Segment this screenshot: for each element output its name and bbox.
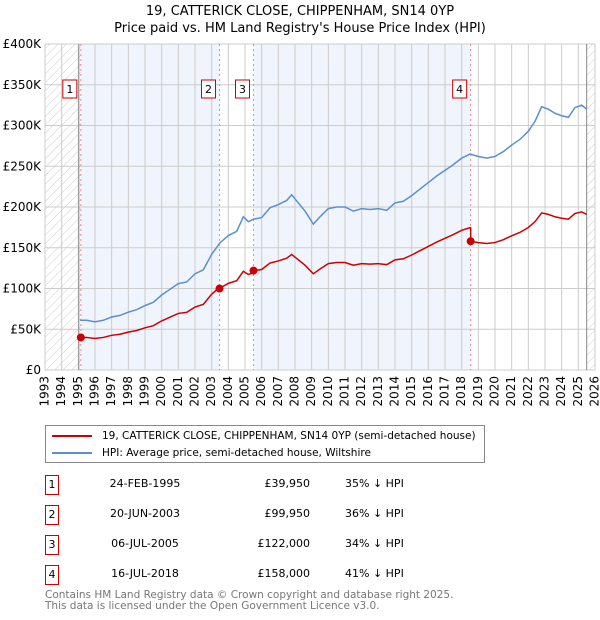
transaction-row: 2 20-JUN-2003 £99,950 36% ↓ HPI [45,505,495,525]
transaction-date: 06-JUL-2005 [111,537,179,550]
transaction-price: £158,000 [257,567,311,580]
y-tick-label: £250K [3,159,43,173]
legend-swatch-blue [52,452,92,454]
y-tick-label: £150K [3,241,43,255]
x-tick-label: 2011 [338,376,352,407]
transaction-marker: 2 [45,505,59,525]
y-tick-label: £0 [26,363,41,377]
transaction-date: 20-JUN-2003 [109,507,181,520]
x-tick-label: 2008 [288,376,302,407]
transaction-price: £122,000 [257,537,311,550]
x-tick-label: 2020 [488,376,502,407]
x-tick-label: 2024 [554,376,568,407]
attribution-line: Contains HM Land Registry data © Crown c… [45,589,454,601]
y-tick-label: £100K [3,282,43,296]
sale-point [249,266,258,275]
x-tick-label: 1994 [54,376,68,407]
legend-item-property: 19, CATTERICK CLOSE, CHIPPENHAM, SN14 0Y… [46,428,476,444]
transaction-date: 16-JUL-2018 [111,567,179,580]
x-tick-label: 2004 [221,376,235,407]
sale-point [76,333,85,342]
sale-point [466,237,475,246]
x-tick-label: 2021 [504,376,518,407]
x-tick-label: 2025 [571,376,585,407]
x-tick-label: 1993 [38,376,52,407]
x-tick-label: 2023 [538,376,552,407]
legend-swatch-red [52,435,92,437]
x-tick-label: 1996 [88,376,102,407]
x-tick-label: 1997 [104,376,118,407]
x-tick-label: 2022 [521,376,535,407]
y-tick-label: £300K [3,119,43,133]
x-tick-label: 2015 [404,376,418,407]
y-tick-label: £50K [10,322,42,336]
chart-title: 19, CATTERICK CLOSE, CHIPPENHAM, SN14 0Y… [145,4,455,19]
y-tick-label: £350K [3,78,43,92]
x-tick-label: 2003 [204,376,218,407]
x-tick-label: 1998 [121,376,135,407]
x-tick-label: 2002 [188,376,202,407]
x-tick-label: 2016 [421,376,435,407]
transaction-date: 24-FEB-1995 [109,477,181,490]
sale-label: 1 [66,83,73,96]
sale-label: 4 [456,83,463,96]
attribution: Contains HM Land Registry data © Crown c… [45,590,453,612]
x-tick-label: 2019 [471,376,485,407]
price-chart: 1993 1994 1995 1996 1997 1998 1999 2000 2001 2002… [3,37,600,407]
sale-label-box [201,79,216,99]
y-tick-label: £200K [3,200,43,214]
transaction-hpi-diff: 35% ↓ HPI [345,477,404,490]
y-tick-label: £400K [3,37,43,51]
legend-label: HPI: Average price, semi-detached house,… [102,447,371,459]
x-tick-label: 2012 [354,376,368,407]
x-tick-label: 2018 [454,376,468,407]
x-tick-label: 2009 [304,376,318,407]
x-tick-label: 2007 [271,376,285,407]
licence-line: This data is licensed under the Open Gov… [45,600,380,612]
sale-point [215,284,224,293]
sale-label: 2 [205,83,212,96]
chart-subtitle: Price paid vs. HM Land Registry's House … [114,21,486,36]
x-tick-label: 2014 [388,376,402,407]
sale-label-box [235,79,250,99]
x-tick-label: 2005 [238,376,252,407]
sale-label-box [62,79,78,99]
property-price-line [80,211,587,340]
transaction-price: £39,950 [264,477,311,490]
plot-border [44,43,596,371]
legend-item-hpi: HPI: Average price, semi-detached house,… [46,445,371,461]
x-tick-label: 2017 [438,376,452,407]
transaction-marker: 1 [45,475,59,495]
transaction-price: £99,950 [264,507,311,520]
sale-label-box [452,79,468,99]
hpi-line [80,104,588,323]
transaction-row: 3 06-JUL-2005 £122,000 34% ↓ HPI [45,535,495,555]
sale-label: 3 [239,83,246,96]
transaction-marker: 4 [45,565,59,585]
transaction-row: 1 24-FEB-1995 £39,950 35% ↓ HPI [45,475,495,495]
transaction-hpi-diff: 34% ↓ HPI [345,537,404,550]
x-tick-label: 2001 [171,376,185,407]
x-tick-label: 1999 [138,376,152,407]
legend: 19, CATTERICK CLOSE, CHIPPENHAM, SN14 0Y… [45,425,485,463]
legend-label: 19, CATTERICK CLOSE, CHIPPENHAM, SN14 0Y… [102,430,476,442]
x-tick-label: 2000 [154,376,168,407]
x-tick-label: 2010 [321,376,335,407]
x-tick-label: 2006 [254,376,268,407]
x-tick-label: 2013 [371,376,385,407]
transaction-hpi-diff: 41% ↓ HPI [345,567,404,580]
transaction-marker: 3 [45,535,59,555]
x-tick-label: 1995 [71,376,85,407]
transaction-hpi-diff: 36% ↓ HPI [345,507,404,520]
x-tick-label: 2026 [588,376,600,407]
transaction-row: 4 16-JUL-2018 £158,000 41% ↓ HPI [45,565,495,585]
